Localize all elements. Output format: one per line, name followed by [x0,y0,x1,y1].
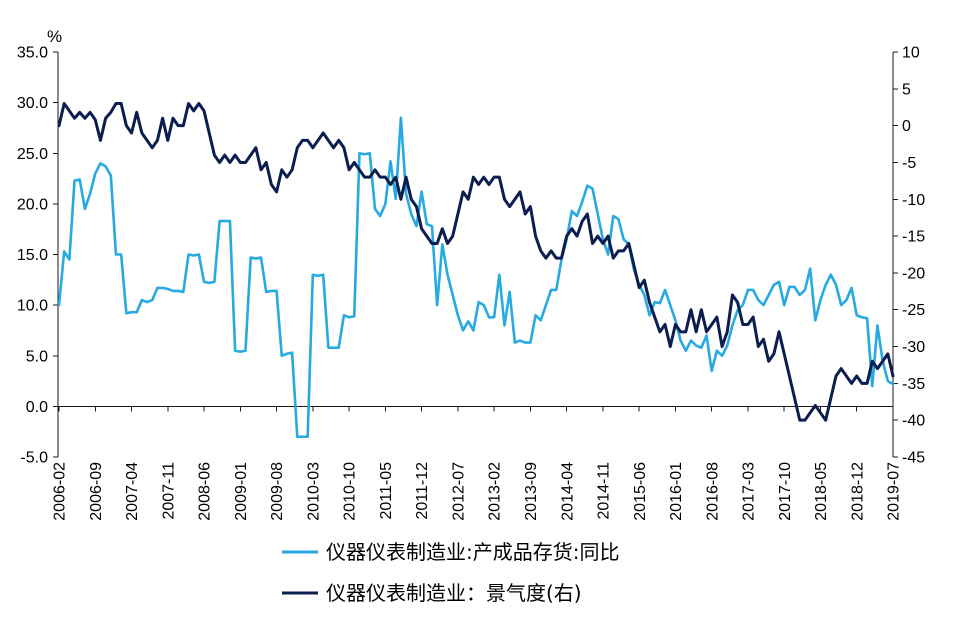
y-right-tick-label: -30 [902,339,925,356]
x-tick-label: 2011-12 [414,462,431,520]
x-tick-label: 2008-06 [197,462,214,521]
series-line-inventory-yoy [57,116,895,439]
y-right-tick-label: -20 [902,265,925,282]
x-tick-label: 2009-08 [269,462,286,521]
axes: 35.0 30.0 25.0 20.0 15.0 10.0 5.0 0.0 -5.0 10 5 0 -5… [17,45,925,521]
x-tick-label: 2006-02 [52,462,69,521]
x-tick-label: 2007-04 [124,462,141,521]
y-right-tick-label: -5 [902,155,916,172]
x-tick-label: 2016-01 [668,462,685,521]
x-tick-label: 2006-09 [88,462,105,521]
x-tick-label: 2010-03 [305,462,322,521]
x-tick-label: 2017-10 [777,462,794,521]
y-right-tick-label: 5 [902,81,911,98]
x-tick-label: 2017-03 [741,462,758,521]
y-right-tick-label: -40 [902,413,925,430]
x-tick-label: 2009-01 [233,462,250,521]
x-tick-label: 2011-05 [378,462,395,520]
x-tick-label: 2013-09 [523,462,540,521]
x-tick-label: 2014-11 [596,462,613,520]
x-tick-label: 2014-04 [559,462,576,521]
y-right-tick-label: 10 [902,45,920,62]
x-tick-label: 2013-02 [487,462,504,521]
y-left-tick-label: 25.0 [17,146,48,163]
y-left-unit-label: % [47,27,62,46]
x-tick-label: 2012-07 [450,462,467,521]
legend: 仪器仪表制造业:产成品存货:同比 仪器仪表制造业：景气度(右) [282,540,619,605]
legend-item-inventory-yoy: 仪器仪表制造业:产成品存货:同比 [282,540,619,564]
y-left-tick-label: 30.0 [17,95,48,112]
y-right-tick-label: -25 [902,302,925,319]
legend-item-prosperity-index: 仪器仪表制造业：景气度(右) [282,581,582,605]
y-right-tick-label: 0 [902,118,911,135]
y-right-tick-label: -45 [902,450,925,467]
x-tick-label: 2019-07 [886,462,903,521]
x-tick-label: 2016-08 [704,462,721,521]
x-tick-label: 2018-05 [813,462,830,521]
series-line-prosperity-index [57,102,895,422]
y-left-tick-label: 35.0 [17,45,48,62]
y-left-tick-label: -5.0 [20,450,48,467]
y-left-tick-label: 15.0 [17,247,48,264]
legend-label-prosperity-index: 仪器仪表制造业：景气度(右) [326,581,582,605]
y-left-tick-label: 10.0 [17,298,48,315]
x-tick-label: 2015-06 [632,462,649,521]
y-left-tick-label: 20.0 [17,196,48,213]
x-tick-label: 2018-12 [849,462,866,521]
x-tick-label: 2010-10 [342,462,359,521]
series-lines [57,102,895,439]
y-right-tick-label: -35 [902,376,925,393]
y-left-tick-label: 0.0 [26,399,48,416]
y-left-tick-label: 5.0 [26,348,48,365]
legend-label-inventory-yoy: 仪器仪表制造业:产成品存货:同比 [326,540,619,564]
y-right-tick-label: -15 [902,229,925,246]
y-right-tick-label: -10 [902,192,925,209]
x-tick-label: 2007-11 [160,462,177,520]
